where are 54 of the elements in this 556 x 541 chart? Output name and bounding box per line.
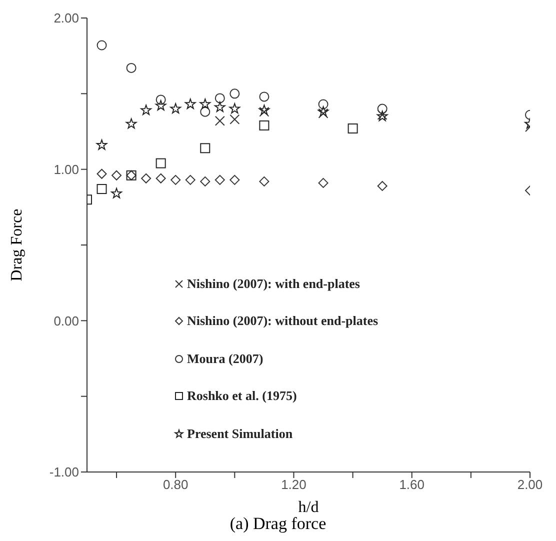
point: [377, 180, 388, 191]
x-tick-label: 2.00: [517, 477, 543, 492]
point: [259, 120, 270, 130]
point: [184, 98, 196, 109]
point: [156, 173, 166, 184]
point: [229, 103, 240, 114]
point: [214, 93, 225, 104]
point: [230, 114, 240, 124]
point: [156, 94, 166, 105]
point: [200, 98, 211, 109]
point: [200, 143, 210, 154]
x-tick-label: 0.80: [162, 477, 188, 492]
y-tick-label: 1.00: [54, 162, 79, 177]
y-tick-label: -1.00: [49, 464, 79, 480]
point: [348, 123, 358, 134]
legend-label: Roshko et al. (1975): [187, 388, 297, 404]
x-axis-title: h/d: [298, 499, 319, 516]
legend-label: Moura (2007): [187, 350, 264, 367]
point: [214, 174, 225, 185]
point: [156, 158, 166, 168]
y-tick-label: 0.00: [54, 313, 79, 328]
legend-label: Present Simulation: [187, 426, 293, 442]
x-tick-label: 1.20: [281, 477, 306, 492]
point: [259, 92, 270, 102]
point: [155, 100, 166, 110]
point: [200, 106, 210, 117]
point: [96, 139, 108, 150]
point: [112, 170, 122, 180]
point: [214, 102, 226, 112]
point: [185, 174, 196, 185]
point: [126, 62, 136, 73]
point: [318, 178, 328, 188]
point: [140, 104, 152, 115]
point: [126, 118, 137, 129]
point: [230, 88, 240, 99]
x-tick-label: 1.60: [399, 477, 425, 492]
point: [96, 168, 107, 179]
point: [96, 184, 107, 194]
y-axis-title: Drag Force: [8, 208, 26, 282]
point: [214, 116, 225, 126]
legend-label: Nishino (2007): without end-plates: [187, 313, 378, 330]
point: [170, 174, 181, 185]
point: [259, 176, 270, 186]
text: (a) Drag force: [228, 514, 328, 534]
point: [141, 173, 152, 184]
point: [230, 174, 240, 185]
point: [318, 99, 328, 110]
legend-label: Nishino (2007): with end-plates: [187, 276, 360, 292]
y-tick-label: 2.00: [54, 10, 79, 26]
point: [200, 176, 210, 186]
point: [377, 104, 388, 114]
point: [96, 40, 107, 50]
point: [111, 188, 122, 198]
point: [170, 103, 182, 114]
